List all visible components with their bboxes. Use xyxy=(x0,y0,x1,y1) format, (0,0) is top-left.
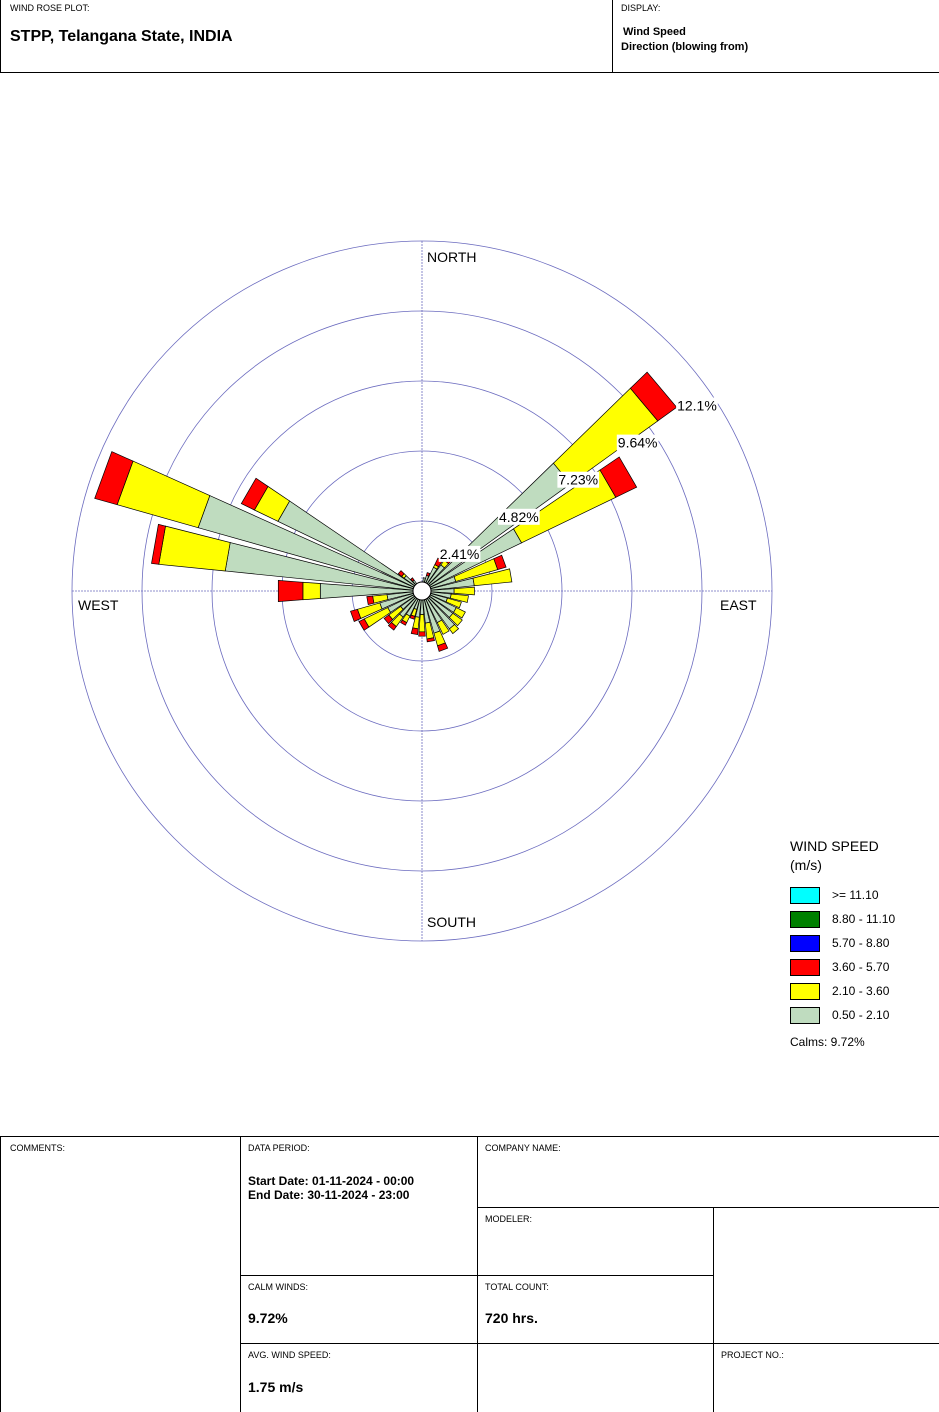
south-label: SOUTH xyxy=(427,914,476,930)
footer-rule-avg xyxy=(240,1343,939,1344)
petal-240deg-bin-3 xyxy=(358,618,370,631)
legend-label-1: >= 11.10 xyxy=(832,888,879,902)
ring-label-bg-1 xyxy=(438,545,481,562)
footer-left-border xyxy=(0,1136,1,1412)
petal-300deg-bin-3 xyxy=(240,477,269,511)
project-no-label: PROJECT NO.: xyxy=(721,1350,784,1360)
petal-120deg-bin-2 xyxy=(453,607,466,619)
north-label: NORTH xyxy=(427,249,477,265)
petal-160deg-bin-3 xyxy=(437,642,449,652)
petal-290deg-bin-2 xyxy=(116,460,211,529)
ring-label-1: 2.41% xyxy=(440,546,480,562)
company-label: COMPANY NAME: xyxy=(485,1143,561,1153)
header-bottom-rule xyxy=(0,72,939,73)
data-period-label: DATA PERIOD: xyxy=(248,1143,310,1153)
petal-70deg-bin-3 xyxy=(493,554,507,571)
display-direction: Direction (blowing from) xyxy=(621,41,749,53)
west-label: WEST xyxy=(78,597,119,613)
petal-220deg-bin-3 xyxy=(387,621,397,631)
legend-label-3: 5.70 - 8.80 xyxy=(832,936,890,950)
petal-290deg-bin-3 xyxy=(94,451,134,506)
plot-type-label: WIND ROSE PLOT: xyxy=(10,3,90,13)
legend-swatch-3 xyxy=(790,935,820,952)
ring-label-2: 4.82% xyxy=(499,509,539,525)
end-date: End Date: 30-11-2024 - 23:00 xyxy=(248,1188,410,1202)
petal-80deg-bin-2 xyxy=(472,568,513,587)
legend-label-6: 0.50 - 2.10 xyxy=(832,1008,890,1022)
wind-petals xyxy=(94,371,678,652)
petal-250deg-bin-3 xyxy=(350,608,362,622)
avg-wind-speed-value: 1.75 m/s xyxy=(248,1379,304,1395)
ring-label-bg-5 xyxy=(676,397,718,414)
legend-swatch-6 xyxy=(790,1007,820,1024)
footer-col-divider-2 xyxy=(477,1136,478,1412)
footer-top-rule xyxy=(0,1136,939,1137)
calm-winds-value: 9.72% xyxy=(248,1310,288,1326)
ring-label-5: 12.1% xyxy=(677,398,717,414)
avg-wind-speed-label: AVG. WIND SPEED: xyxy=(248,1350,331,1360)
legend-swatch-1 xyxy=(790,887,820,904)
footer-col-divider-1 xyxy=(240,1136,241,1412)
legend-swatch-2 xyxy=(790,911,820,928)
display-label: DISPLAY: xyxy=(621,3,661,13)
calm-winds-label: CALM WINDS: xyxy=(248,1282,309,1292)
legend-title: WIND SPEED xyxy=(790,838,879,854)
footer-rule-calm xyxy=(240,1275,713,1276)
legend-label-2: 8.80 - 11.10 xyxy=(832,912,896,926)
legend-label-5: 2.10 - 3.60 xyxy=(832,984,890,998)
petal-310deg-bin-3 xyxy=(397,570,405,577)
petal-140deg-bin-2 xyxy=(448,624,460,635)
petal-170deg-bin-3 xyxy=(426,637,435,643)
calm-center-circle xyxy=(412,581,432,601)
wind-rose-chart: 2.41% 4.82% 7.23% 9.64% 12.1% NORTH SOUTH EA… xyxy=(71,240,773,942)
footer-rule-modeler xyxy=(477,1207,939,1208)
petal-180deg-bin-3 xyxy=(418,631,426,637)
ring-labels: 2.41% 4.82% 7.23% 9.64% 12.1% xyxy=(438,397,718,562)
petal-230deg-bin-3 xyxy=(383,614,394,625)
petal-60deg-bin-3 xyxy=(599,456,638,498)
ring-label-bg-4 xyxy=(616,434,659,451)
petal-210deg-bin-3 xyxy=(400,619,408,626)
legend-swatch-4 xyxy=(790,959,820,976)
header-divider xyxy=(612,0,613,72)
start-date: Start Date: 01-11-2024 - 00:00 xyxy=(248,1174,415,1188)
total-count-value: 720 hrs. xyxy=(485,1310,538,1326)
petal-280deg-bin-3 xyxy=(151,523,166,565)
ring-label-3: 7.23% xyxy=(558,472,598,488)
comments-label: COMMENTS: xyxy=(10,1143,65,1153)
ring-label-bg-3 xyxy=(557,471,600,488)
display-wind-speed: Wind Speed xyxy=(623,26,686,38)
petal-260deg-bin-3 xyxy=(366,595,375,606)
petal-320deg-bin-3 xyxy=(410,577,415,582)
petal-270deg-bin-3 xyxy=(277,580,304,602)
legend-unit: (m/s) xyxy=(790,857,822,873)
petal-180deg-bin-2 xyxy=(418,614,426,633)
petal-130deg-bin-2 xyxy=(448,612,463,627)
footer-col-divider-3 xyxy=(713,1207,714,1412)
petal-20deg-bin-3 xyxy=(425,572,431,577)
petal-200deg-bin-3 xyxy=(409,614,416,620)
petal-190deg-bin-3 xyxy=(410,627,419,636)
station-title: STPP, Telangana State, INDIA xyxy=(10,28,233,45)
petal-270deg-bin-2 xyxy=(302,581,321,601)
petal-100deg-bin-2 xyxy=(449,593,469,603)
legend-label-4: 3.60 - 5.70 xyxy=(832,960,890,974)
legend-swatch-5 xyxy=(790,983,820,1000)
modeler-label: MODELER: xyxy=(485,1214,533,1224)
total-count-label: TOTAL COUNT: xyxy=(485,1282,549,1292)
legend-calms: Calms: 9.72% xyxy=(790,1035,865,1049)
petal-150deg-bin-2 xyxy=(436,619,450,635)
header-left-border xyxy=(0,0,1,72)
ring-label-bg-2 xyxy=(497,508,540,525)
ring-label-4: 9.64% xyxy=(618,435,658,451)
petal-90deg-bin-2 xyxy=(453,586,475,596)
east-label: EAST xyxy=(720,597,757,613)
petal-110deg-bin-2 xyxy=(445,597,462,609)
